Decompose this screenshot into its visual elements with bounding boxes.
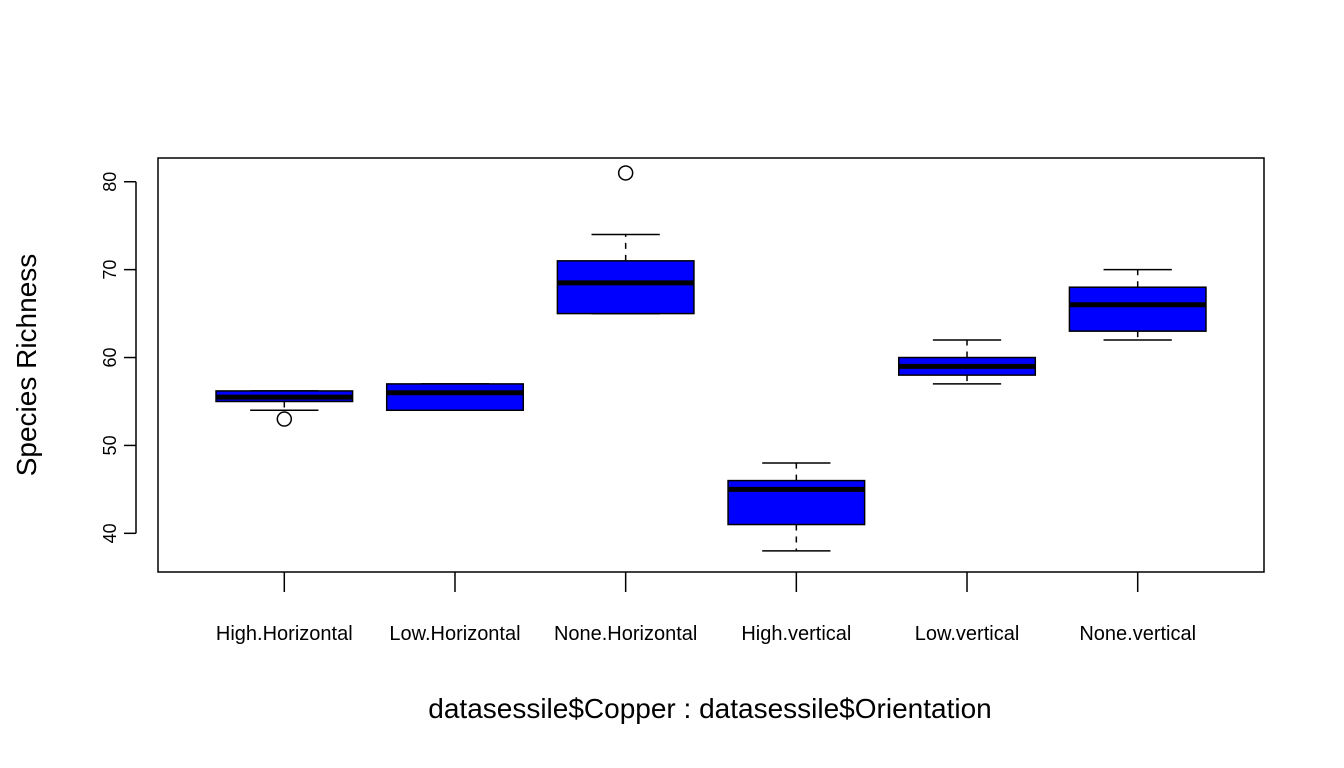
y-tick-label: 70 [100, 260, 120, 280]
x-tick-label: High.vertical [741, 623, 851, 645]
y-tick-label: 80 [100, 172, 120, 192]
outlier-point [617, 165, 634, 181]
box [1068, 286, 1207, 332]
box-group [727, 462, 866, 552]
box-group [897, 339, 1037, 385]
y-tick-label: 60 [100, 348, 120, 368]
y-axis-title: Species Richness [11, 254, 42, 477]
chart-marks [215, 165, 1207, 552]
box-group [556, 165, 695, 315]
x-tick-label: Low.Horizontal [389, 623, 520, 645]
y-tick-label: 50 [100, 435, 120, 455]
x-tick-label: None.vertical [1079, 623, 1196, 645]
x-tick-label: High.Horizontal [216, 623, 353, 645]
box-group [215, 390, 354, 427]
box [385, 383, 525, 412]
outlier-point [276, 411, 293, 427]
x-tick-label: Low.vertical [915, 623, 1020, 645]
y-tick-label: 40 [100, 523, 120, 543]
x-axis: High.Horizontal Low.Horizontal None.Horizo… [216, 572, 1196, 645]
x-tick-label: None.Horizontal [554, 623, 697, 645]
plot-frame [157, 157, 1265, 573]
x-axis-title: datasessile$Copper : datasessile$Orienta… [428, 693, 991, 724]
y-axis: 40 50 60 70 80 [100, 172, 137, 543]
box [556, 260, 695, 315]
box-group [1068, 268, 1207, 341]
box-group [385, 383, 525, 412]
